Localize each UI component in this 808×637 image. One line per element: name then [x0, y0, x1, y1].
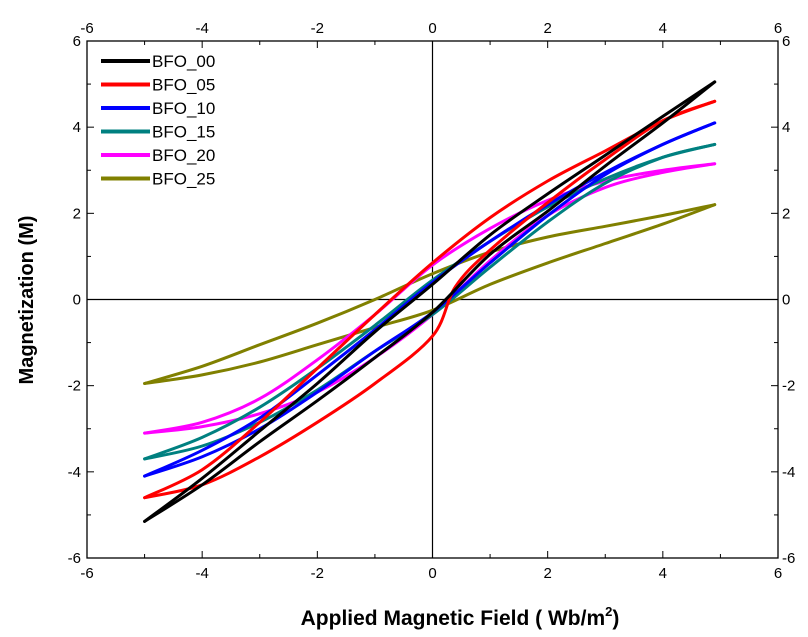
legend-label-bfo-15: BFO_15	[152, 123, 215, 142]
y-axis-title: Magnetization (M)	[16, 216, 38, 385]
y-tick-label-right: -4	[782, 464, 795, 481]
x-tick-label-bottom: 2	[543, 565, 551, 582]
axis-ticks	[86, 40, 779, 559]
x-tick-label-bottom: 4	[659, 565, 667, 582]
series-bfo-00-ascending-branch	[143, 80, 717, 523]
y-tick-label-right: 4	[782, 119, 790, 136]
y-tick-label-left: -4	[68, 464, 81, 481]
x-tick-label-top: 4	[659, 20, 667, 37]
y-tick-label-left: -2	[68, 378, 81, 395]
zero-lines	[87, 41, 778, 558]
y-tick-label-left: 2	[73, 205, 81, 222]
series-bfo-05-descending-branch	[143, 99, 717, 500]
x-tick-label-bottom: -4	[195, 565, 208, 582]
y-tick-label-left: -6	[68, 550, 81, 567]
x-tick-label-bottom: 6	[774, 565, 782, 582]
x-tick-label-top: 2	[543, 20, 551, 37]
series-layer	[143, 80, 717, 523]
legend-label-bfo-00: BFO_00	[152, 52, 215, 71]
x-tick-label-top: 0	[428, 20, 436, 37]
x-tick-label-top: -2	[311, 20, 324, 37]
legend: BFO_00 BFO_05 BFO_10 BFO_15 BFO_20 BFO_25	[101, 52, 215, 189]
series-bfo-25-descending-branch	[143, 203, 717, 385]
x-tick-label-bottom: 0	[428, 565, 436, 582]
legend-label-bfo-25: BFO_25	[152, 170, 215, 189]
series-bfo-25-ascending-branch	[143, 203, 717, 385]
x-axis-title: Applied Magnetic Field ( Wb/m2)	[301, 604, 620, 630]
legend-label-bfo-20: BFO_20	[152, 146, 215, 165]
legend-label-bfo-05: BFO_05	[152, 76, 215, 95]
legend-label-bfo-10: BFO_10	[152, 99, 215, 118]
series-bfo-20-descending-branch	[143, 162, 717, 435]
y-tick-label-left: 6	[73, 33, 81, 50]
x-tick-label-bottom: -2	[311, 565, 324, 582]
series-bfo-20-ascending-branch	[143, 162, 717, 435]
y-tick-label-left: 0	[73, 292, 81, 309]
y-tick-label-right: 2	[782, 205, 790, 222]
y-tick-label-right: -2	[782, 378, 795, 395]
series-bfo-15-ascending-branch	[143, 142, 717, 461]
x-tick-label-bottom: -6	[80, 565, 93, 582]
x-tick-label-top: -4	[195, 20, 208, 37]
y-tick-label-right: -6	[782, 550, 795, 567]
x-axis-title-superscript: 2	[605, 604, 612, 619]
y-tick-label-right: 0	[782, 292, 790, 309]
x-tick-label-top: -6	[80, 20, 93, 37]
series-bfo-05-ascending-branch	[143, 99, 717, 500]
series-bfo-00-descending-branch	[143, 80, 717, 523]
y-tick-label-left: 4	[73, 119, 81, 136]
y-tick-label-right: 6	[782, 33, 790, 50]
x-tick-label-top: 6	[774, 20, 782, 37]
x-axis-title-suffix: )	[612, 607, 619, 630]
series-bfo-15-descending-branch	[143, 142, 717, 461]
